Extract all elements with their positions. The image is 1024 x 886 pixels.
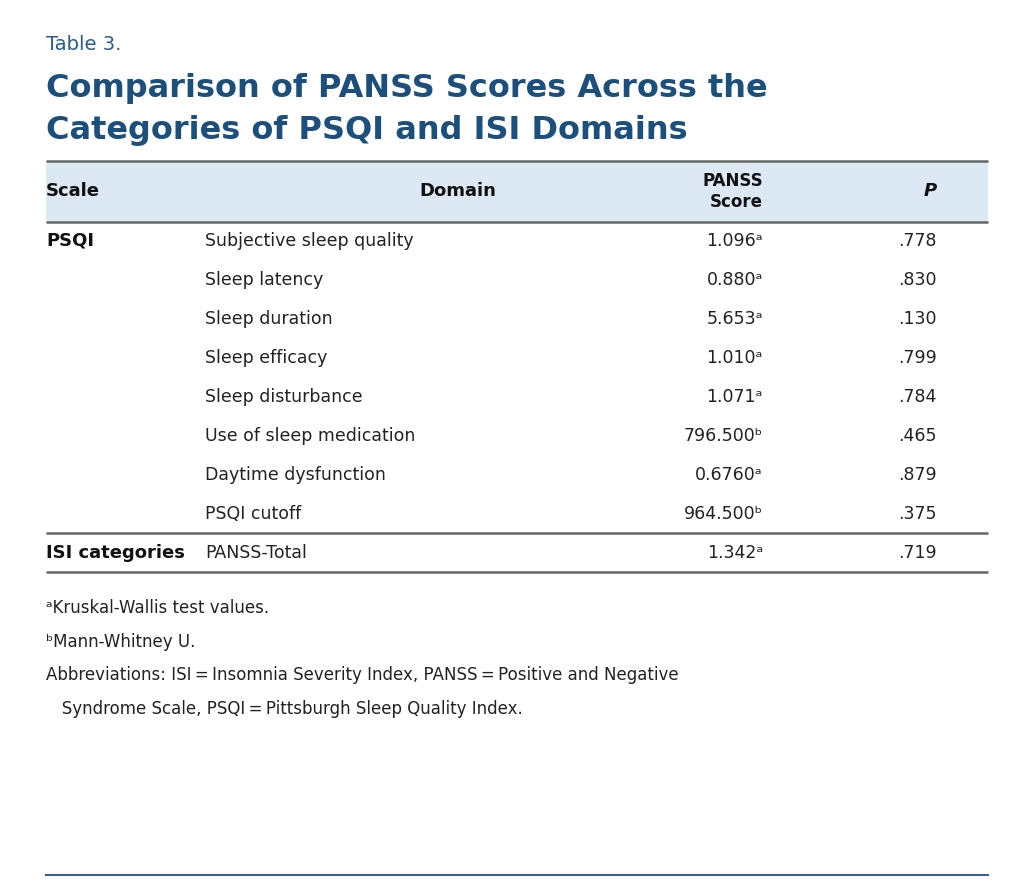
Text: 0.6760ᵃ: 0.6760ᵃ [695,466,763,484]
Text: 0.880ᵃ: 0.880ᵃ [707,271,763,289]
Text: PANSS-Total: PANSS-Total [205,544,306,562]
Text: .830: .830 [898,271,937,289]
Text: Sleep disturbance: Sleep disturbance [205,388,362,406]
Text: Sleep efficacy: Sleep efficacy [205,349,328,367]
Text: .130: .130 [898,310,937,328]
Text: PSQI cutoff: PSQI cutoff [205,505,301,523]
Text: ISI categories: ISI categories [46,544,185,562]
Text: PANSS
Score: PANSS Score [702,172,763,211]
Text: Use of sleep medication: Use of sleep medication [205,427,415,445]
Text: Subjective sleep quality: Subjective sleep quality [205,232,414,250]
Text: Daytime dysfunction: Daytime dysfunction [205,466,386,484]
Text: Syndrome Scale, PSQI = Pittsburgh Sleep Quality Index.: Syndrome Scale, PSQI = Pittsburgh Sleep … [46,700,523,718]
Text: P: P [924,183,937,200]
Text: .799: .799 [898,349,937,367]
Text: 5.653ᵃ: 5.653ᵃ [707,310,763,328]
Text: Sleep duration: Sleep duration [205,310,333,328]
Text: .465: .465 [898,427,937,445]
Text: .719: .719 [898,544,937,562]
Text: Sleep latency: Sleep latency [205,271,323,289]
Text: 796.500ᵇ: 796.500ᵇ [684,427,763,445]
Text: Abbreviations: ISI = Insomnia Severity Index, PANSS = Positive and Negative: Abbreviations: ISI = Insomnia Severity I… [46,666,679,684]
Text: .879: .879 [898,466,937,484]
Text: .784: .784 [899,388,937,406]
Text: Table 3.: Table 3. [46,35,122,54]
Text: 1.010ᵃ: 1.010ᵃ [707,349,763,367]
Text: .778: .778 [898,232,937,250]
Text: .375: .375 [898,505,937,523]
Text: Scale: Scale [46,183,100,200]
Text: Categories of PSQI and ISI Domains: Categories of PSQI and ISI Domains [46,115,688,146]
Text: PSQI: PSQI [46,232,94,250]
Text: 1.071ᵃ: 1.071ᵃ [707,388,763,406]
Bar [46,161,988,222]
Text: ᵃKruskal-Wallis test values.: ᵃKruskal-Wallis test values. [46,599,269,617]
Text: 1.342ᵃ: 1.342ᵃ [707,544,763,562]
Text: 964.500ᵇ: 964.500ᵇ [684,505,763,523]
Text: 1.096ᵃ: 1.096ᵃ [707,232,763,250]
Text: Comparison of PANSS Scores Across the: Comparison of PANSS Scores Across the [46,73,768,104]
Text: Domain: Domain [420,183,497,200]
Text: ᵇMann-Whitney U.: ᵇMann-Whitney U. [46,633,196,650]
